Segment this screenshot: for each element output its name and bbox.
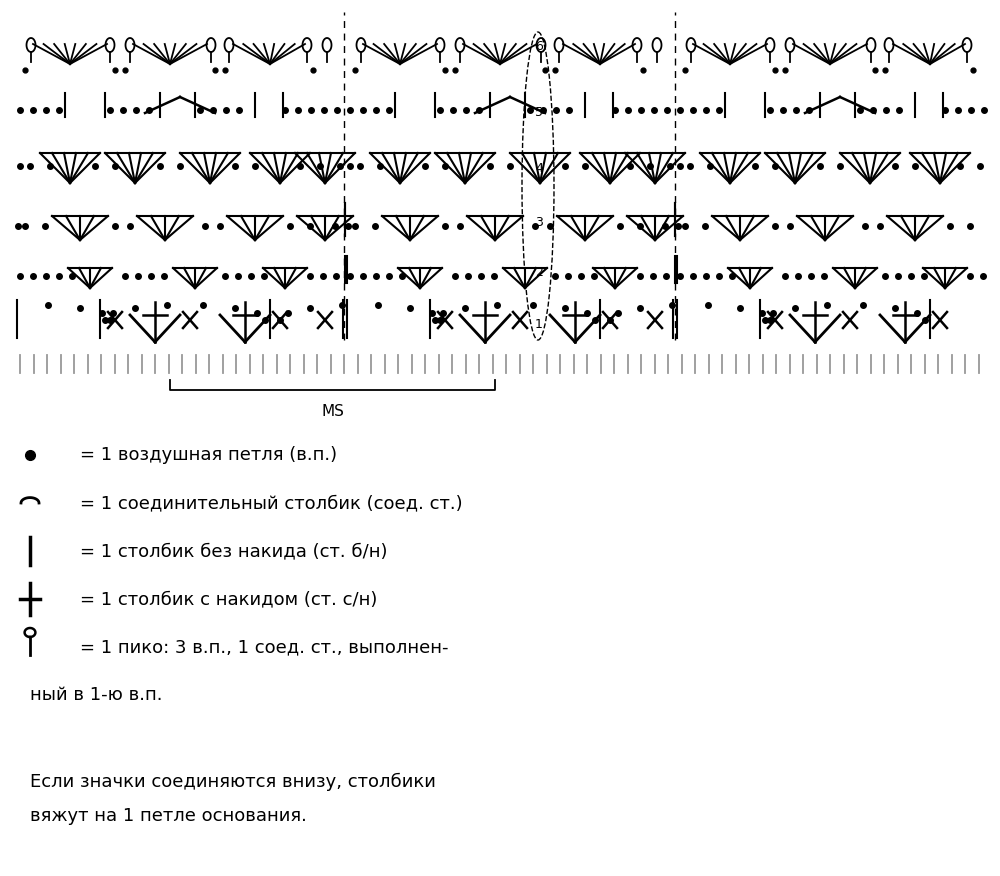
Text: = 1 воздушная петля (в.п.): = 1 воздушная петля (в.п.) [80, 446, 337, 464]
Text: 6: 6 [535, 40, 543, 53]
Text: = 1 соединительный столбик (соед. ст.): = 1 соединительный столбик (соед. ст.) [80, 494, 463, 512]
Text: 3: 3 [535, 216, 543, 230]
Text: 2: 2 [535, 266, 543, 279]
Text: 4: 4 [535, 161, 543, 174]
Text: ный в 1-ю в.п.: ный в 1-ю в.п. [30, 686, 162, 704]
Text: 1: 1 [535, 319, 543, 331]
Text: = 1 столбик без накида (ст. б/н): = 1 столбик без накида (ст. б/н) [80, 542, 388, 560]
Text: MS: MS [321, 404, 344, 419]
Text: 5: 5 [535, 107, 543, 119]
Text: = 1 пико: 3 в.п., 1 соед. ст., выполнен-: = 1 пико: 3 в.п., 1 соед. ст., выполнен- [80, 638, 448, 656]
Text: Если значки соединяются внизу, столбики: Если значки соединяются внизу, столбики [30, 773, 436, 791]
Text: = 1 столбик с накидом (ст. с/н): = 1 столбик с накидом (ст. с/н) [80, 590, 377, 608]
Text: вяжут на 1 петле основания.: вяжут на 1 петле основания. [30, 807, 307, 825]
